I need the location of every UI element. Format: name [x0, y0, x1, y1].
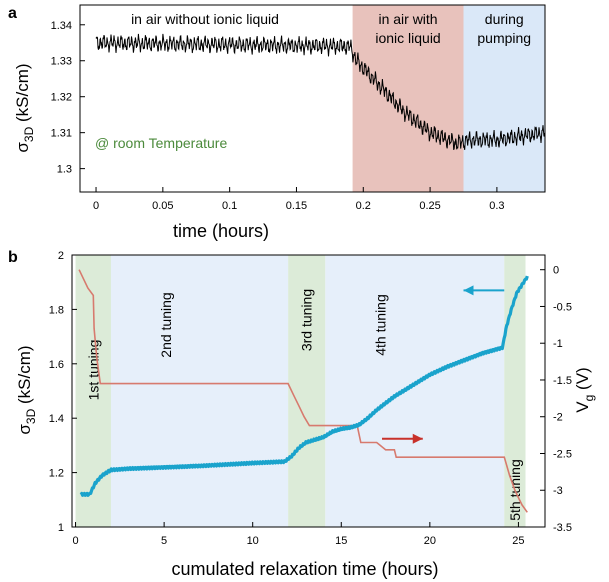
b-y-tick-label-4: 1.8	[49, 304, 64, 316]
b-y2-tick-label-5: -2.5	[553, 448, 572, 460]
panel-a-x-axis-title: time (hours)	[173, 221, 269, 241]
b-y2-tick-label-0: 0	[553, 265, 559, 277]
region-1	[352, 5, 464, 192]
panel-b-frame	[71, 254, 546, 528]
arrow-head-1	[412, 433, 423, 444]
panel-b-tuning-regions	[75, 255, 526, 527]
y-tick-label-4: 1.34	[51, 20, 72, 32]
b-y2-tick-label-7: -3.5	[553, 522, 572, 534]
panel-b-right-y-axis: 0 -0.5 -1 -1.5 -2 -2.5 -3 -3.5	[540, 265, 572, 534]
b-x-tick-label-5: 25	[512, 535, 524, 547]
conductivity-line	[79, 275, 529, 497]
b-y2-tick-label-1: -0.5	[553, 301, 572, 313]
tuning-region-4	[504, 255, 526, 527]
panel-b-x-axis-title: cumulated relaxation time (hours)	[171, 559, 438, 579]
region-label-2-1: pumping	[477, 30, 531, 46]
b-y-tick-label-5: 2	[58, 250, 64, 262]
y-tick-label-0: 1.3	[57, 164, 72, 176]
b-x-tick-label-4: 20	[424, 535, 436, 547]
b-y2-tick-label-2: -1	[553, 338, 563, 350]
b-y2-tick-label-4: -2	[553, 412, 563, 424]
gate-voltage-line	[78, 269, 528, 513]
tuning-region-2	[288, 255, 326, 527]
region-label-0-0: in air without ionic liquid	[131, 11, 279, 27]
b-y2-tick-label-6: -3	[553, 485, 563, 497]
axis-arrows	[382, 285, 505, 444]
b-y-tick-label-2: 1.4	[49, 413, 64, 425]
tuning-region-3	[325, 255, 505, 527]
b-y-tick-label-0: 1	[58, 522, 64, 534]
x-tick-label-4: 0.2	[356, 200, 371, 212]
region-label-2-0: during	[485, 11, 524, 27]
region-0	[80, 5, 353, 192]
b-y-tick-label-3: 1.6	[49, 359, 64, 371]
tuning-label-2: 3rd tuning	[299, 289, 315, 351]
b-y-tick-label-1: 1.2	[49, 468, 64, 480]
panel-a-y-axis-title: σ3D (kS/cm)	[13, 63, 36, 152]
y-tick-label-3: 1.33	[51, 56, 72, 68]
x-tick-label-2: 0.1	[222, 200, 237, 212]
panel-b-label: b	[8, 249, 18, 266]
region-label-1-1: ionic liquid	[375, 30, 440, 46]
panel-a-x-axis: 0 0.05 0.1 0.15 0.2 0.25 0.3	[93, 187, 505, 212]
arrow-head-0	[463, 285, 474, 296]
region-label-1-0: in air with	[378, 11, 437, 27]
panel-b-left-y-axis: 1 1.2 1.4 1.6 1.8 2	[49, 250, 77, 534]
x-tick-label-6: 0.3	[489, 200, 504, 212]
panel-a: a in air without ionic liquid in air with…	[8, 4, 546, 241]
tuning-region-1	[110, 255, 289, 527]
tuning-label-1: 2nd tuning	[158, 292, 174, 357]
x-tick-label-5: 0.25	[419, 200, 440, 212]
panel-a-frame	[79, 4, 546, 193]
b-x-tick-label-1: 5	[161, 535, 167, 547]
y-tick-label-1: 1.31	[51, 128, 72, 140]
panel-b-x-axis: 0 5 10 15 20 25	[72, 522, 525, 547]
tuning-label-3: 4th tuning	[372, 294, 388, 356]
panel-a-region-labels: in air without ionic liquid in air with io…	[131, 11, 531, 46]
b-y2-tick-label-3: -1.5	[553, 375, 572, 387]
x-tick-label-1: 0.05	[152, 200, 173, 212]
region-2	[463, 5, 545, 192]
x-tick-label-3: 0.15	[286, 200, 307, 212]
panel-a-conductivity-line	[95, 33, 546, 150]
y-tick-label-2: 1.32	[51, 92, 72, 104]
panel-b-left-y-axis-title: σ3D (kS/cm)	[15, 345, 38, 434]
room-temperature-annotation: @ room Temperature	[95, 135, 227, 151]
panel-a-y-axis: 1.3 1.31 1.32 1.33 1.34	[51, 20, 85, 176]
x-tick-label-0: 0	[93, 200, 99, 212]
b-x-tick-label-2: 10	[247, 535, 259, 547]
b-x-tick-label-3: 15	[335, 535, 347, 547]
panel-a-label: a	[8, 5, 17, 22]
panel-a-regions	[80, 5, 545, 192]
panel-b-right-y-axis-title: Vg (V)	[573, 367, 596, 412]
b-x-tick-label-0: 0	[72, 535, 78, 547]
